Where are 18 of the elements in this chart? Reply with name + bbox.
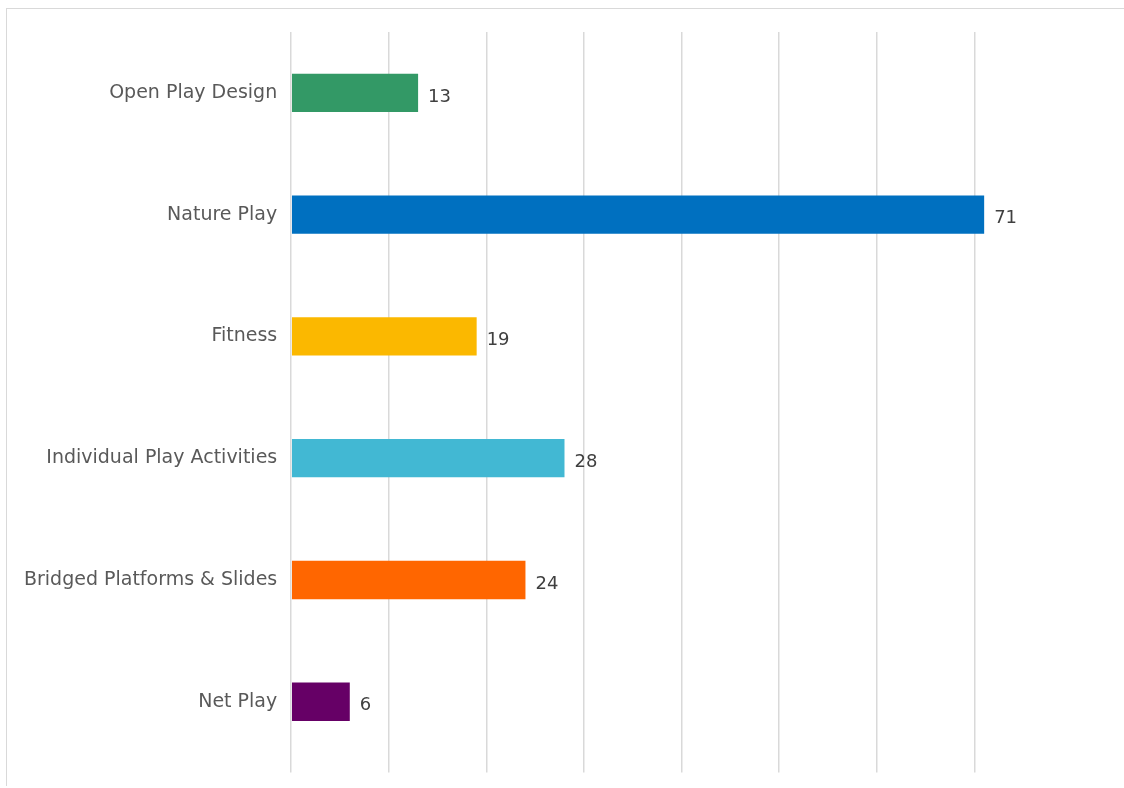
data-label: 6 [359,693,372,715]
data-label: 24 [535,571,559,593]
y-tick-label: Individual Play Activities [46,445,278,468]
y-tick-label: Open Play Design [109,79,278,102]
y-tick-label: Nature Play [167,201,278,224]
y-tick-label: Bridged Platforms & Slides [23,566,278,589]
bar [291,317,477,356]
y-tick-label: Net Play [198,688,278,711]
bar [291,73,419,113]
data-label: 13 [428,84,452,106]
bar [291,682,350,721]
bar [291,195,985,234]
data-label: 28 [574,449,598,471]
bar [291,439,565,478]
y-tick-label: Fitness [211,323,278,346]
data-label: 19 [486,328,510,350]
data-label: 71 [994,206,1018,228]
bar [291,560,526,600]
